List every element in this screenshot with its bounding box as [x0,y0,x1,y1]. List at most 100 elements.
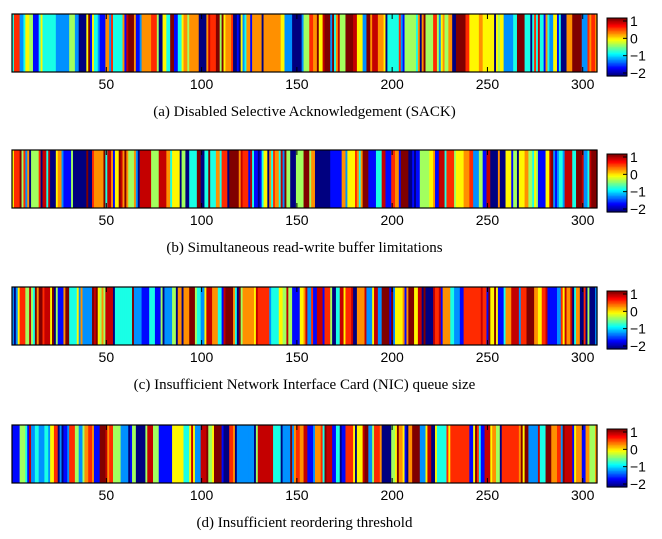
heatmap-cell [448,14,451,72]
heatmap-cell [402,150,406,208]
heatmap-cell [32,150,36,208]
heatmap-cell [539,150,543,208]
heatmap-cell [555,287,558,345]
heatmap-cell [496,425,499,483]
heatmap-cell [541,14,545,72]
heatmap-cell [341,150,345,208]
heatmap-cell [446,14,449,72]
heatmap-cell [187,14,190,72]
colorbar-segment [607,54,627,57]
heatmap-cell [408,150,411,208]
heatmap-cell [212,150,215,208]
heatmap-cell [478,150,482,208]
heatmap-cell [375,287,379,345]
heatmap-cell [358,14,362,72]
heatmap-cell [379,14,383,72]
heatmap-cell [17,425,21,483]
heatmap-cell [471,425,474,483]
heatmap-cell [200,425,204,483]
heatmap-cell [101,150,105,208]
colorbar-segment [607,39,627,42]
heatmap-cell [455,425,459,483]
heatmap-cell [295,150,299,208]
heatmap-cell [153,425,156,483]
heatmap-cell [322,287,326,345]
heatmap-cell [217,287,221,345]
heatmap-cell [536,150,539,208]
heatmap-cell [574,425,577,483]
heatmap-cell [435,287,438,345]
heatmap-cell [511,14,514,72]
heatmap-cell [179,425,183,483]
heatmap-cell [78,150,82,208]
heatmap-cell [31,287,34,345]
heatmap-cell [204,14,207,72]
heatmap-cell [42,425,45,483]
colorbar-segment [607,175,627,178]
heatmap-cell [196,150,200,208]
heatmap-cell [284,287,287,345]
heatmap-cell [227,425,230,483]
heatmap-cell [276,425,280,483]
heatmap-cell [463,14,467,72]
heatmap-cell [528,425,531,483]
heatmap-cell [423,14,427,72]
heatmap-cell [480,287,484,345]
heatmap-cell [44,14,47,72]
heatmap-cell [345,14,348,72]
heatmap-cell [448,425,451,483]
heatmap-cell [583,425,587,483]
heatmap-cell [74,150,78,208]
heatmap-cell [90,287,93,345]
heatmap-cell [457,287,461,345]
heatmap-cell [522,14,526,72]
heatmap-cell [71,287,74,345]
heatmap-cell [427,425,430,483]
colorbar-segment [607,167,627,170]
heatmap-cell [52,425,55,483]
heatmap-cell [406,14,409,72]
heatmap-cell [92,425,95,483]
heatmap-cell [99,287,103,345]
heatmap-cell [572,425,575,483]
heatmap-cell [307,150,310,208]
heatmap-cell [225,14,228,72]
heatmap-cell [408,287,411,345]
heatmap-cell [82,14,86,72]
heatmap-cell [528,287,531,345]
heatmap-cell [187,150,190,208]
heatmap-cell [57,287,61,345]
heatmap-cell [299,425,303,483]
heatmap-cell [520,425,524,483]
heatmap-cell [362,150,366,208]
heatmap-cell [486,425,489,483]
heatmap-cell [61,150,65,208]
heatmap-cell [381,287,385,345]
x-tick-label: 300 [571,212,595,228]
heatmap-cell [562,150,566,208]
colorbar-segment [607,305,627,308]
heatmap-cell [109,150,112,208]
heatmap-cell [549,425,552,483]
heatmap-cell [59,287,63,345]
heatmap-cell [151,287,154,345]
heatmap-cell [431,425,434,483]
heatmap-cell [153,14,156,72]
heatmap-cell [360,425,364,483]
heatmap-cell [135,287,139,345]
heatmap-cell [482,287,486,345]
heatmap-cell [412,287,415,345]
heatmap-cell [149,287,152,345]
heatmap-cell [229,425,232,483]
heatmap-cell [132,150,135,208]
heatmap-cell [396,150,400,208]
heatmap-cell [269,425,272,483]
colorbar-segment [607,33,627,36]
heatmap-cell [395,150,398,208]
heatmap-cell [181,287,185,345]
heatmap-cell [480,425,484,483]
heatmap-cell [518,425,522,483]
colorbar-segment [607,304,627,307]
colorbar-tick-label: −2 [630,338,646,354]
heatmap-cell [151,150,154,208]
